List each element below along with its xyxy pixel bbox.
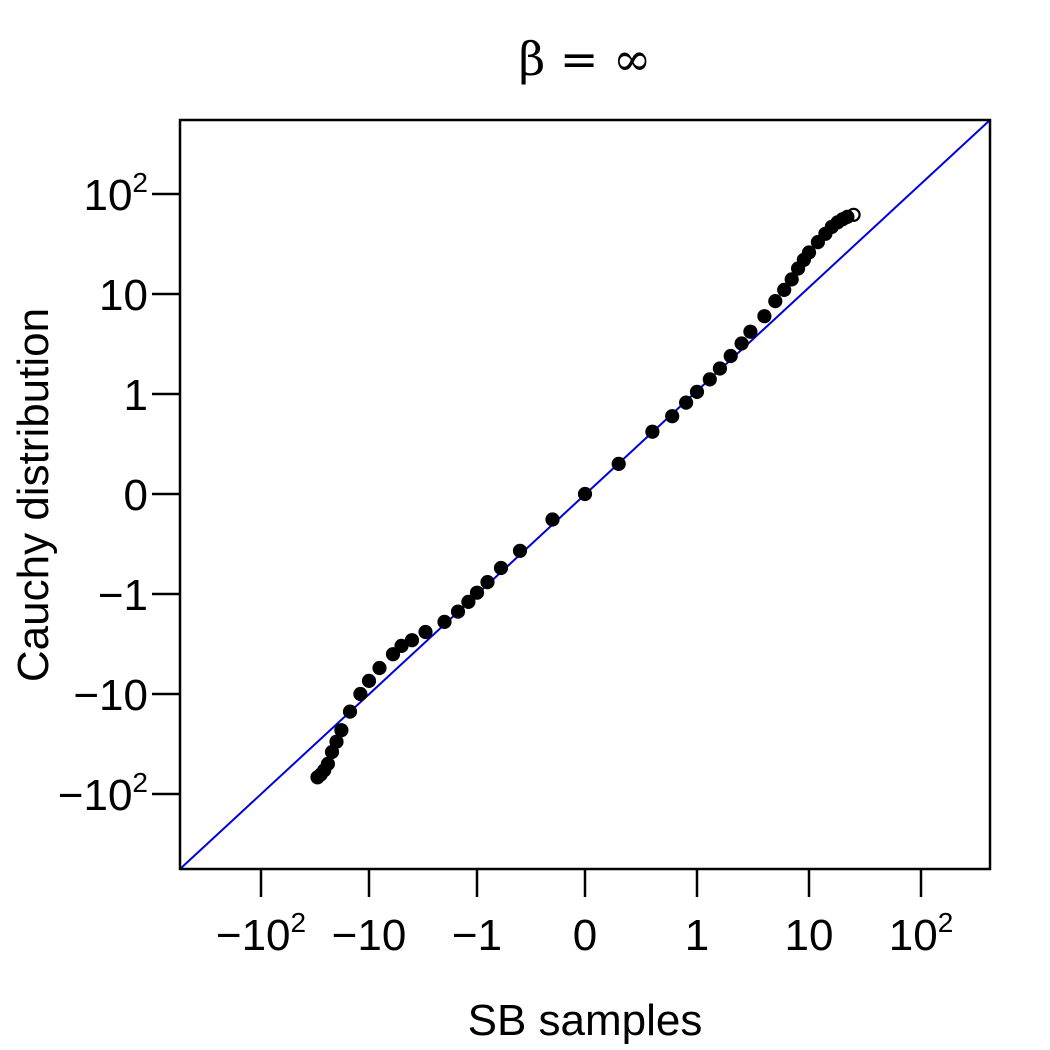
- data-point: [777, 282, 792, 297]
- data-point: [372, 660, 387, 676]
- data-point: [757, 309, 772, 324]
- data-point: [702, 372, 717, 387]
- data-point: [512, 543, 528, 558]
- data-point: [404, 633, 420, 648]
- data-point: [743, 324, 758, 339]
- data-point: [577, 486, 593, 502]
- data-point: [385, 647, 401, 662]
- x-tick-label: 1: [685, 911, 709, 960]
- x-tick-label: 0: [573, 911, 597, 960]
- data-point: [723, 348, 738, 364]
- data-point: [801, 245, 817, 260]
- data-point: [645, 424, 660, 439]
- y-tick-label: −10: [73, 671, 148, 720]
- x-tick-label: −10: [332, 911, 407, 960]
- data-point: [712, 361, 728, 376]
- data-point: [461, 594, 476, 610]
- data-point: [689, 384, 705, 399]
- data-point: [361, 673, 377, 689]
- data-point: [437, 614, 452, 630]
- data-point: [784, 272, 799, 287]
- y-tick-label: 0: [124, 471, 148, 520]
- data-point: [469, 585, 485, 600]
- data-point: [665, 409, 680, 424]
- x-tick-label: 10: [785, 911, 834, 960]
- y-tick-label: −1: [98, 571, 148, 620]
- data-point: [678, 395, 694, 410]
- y-tick-label: 10: [99, 271, 148, 320]
- y-tick-label: 1: [124, 371, 148, 420]
- data-point: [353, 686, 368, 702]
- x-tick-label: 102: [889, 907, 954, 960]
- data-point: [342, 704, 358, 719]
- data-point: [846, 207, 861, 222]
- data-point: [320, 756, 335, 772]
- data-point: [329, 734, 344, 749]
- data-point: [768, 294, 783, 309]
- x-axis-label: SB samples: [468, 996, 703, 1045]
- y-tick-label: 102: [83, 167, 148, 220]
- chart-title: β = ∞: [519, 32, 652, 86]
- data-point: [394, 638, 409, 654]
- data-point: [611, 456, 626, 471]
- y-tick-label: −102: [58, 767, 148, 820]
- data-point: [734, 336, 749, 351]
- x-tick-label: −1: [452, 911, 502, 960]
- data-point: [545, 512, 560, 527]
- data-point: [418, 624, 433, 640]
- data-point: [334, 723, 349, 738]
- data-point: [493, 560, 509, 576]
- data-point: [450, 604, 466, 619]
- y-axis-label: Cauchy distribution: [9, 308, 58, 682]
- x-tick-label: −102: [216, 907, 306, 960]
- data-point: [480, 574, 495, 590]
